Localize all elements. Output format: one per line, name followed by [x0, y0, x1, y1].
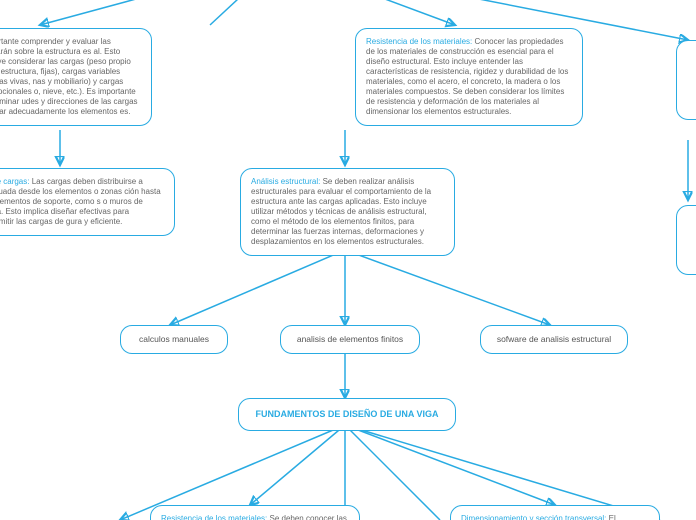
node-distribucion[interactable]: ón de cargas: Las cargas deben distribui…: [0, 168, 175, 236]
node-partial-right-2[interactable]: [676, 205, 696, 275]
node-resist2[interactable]: Resistencia de los materiales: Se deben …: [150, 505, 360, 520]
node-distribucion-lead: ón de cargas:: [0, 177, 29, 186]
node-software[interactable]: sofware de analisis estructural: [480, 325, 628, 354]
node-analisis-text: Se deben realizar análisis estructurales…: [251, 177, 431, 246]
node-manuales[interactable]: calculos manuales: [120, 325, 228, 354]
node-dimens[interactable]: Dimensionamiento y sección transversal: …: [450, 505, 660, 520]
node-resist2-lead: Resistencia de los materiales:: [161, 514, 267, 520]
node-software-text: sofware de analisis estructural: [497, 334, 611, 344]
node-analisis[interactable]: Análisis estructural: Se deben realizar …: [240, 168, 455, 256]
node-cargas-text: importante comprender y evaluar las actu…: [0, 37, 138, 116]
node-analisis-lead: Análisis estructural:: [251, 177, 320, 186]
node-center-title[interactable]: FUNDAMENTOS DE DISEÑO DE UNA VIGA: [238, 398, 456, 431]
node-partial-right-1[interactable]: [676, 40, 696, 120]
node-cargas[interactable]: importante comprender y evaluar las actu…: [0, 28, 152, 126]
node-dimens-lead: Dimensionamiento y sección transversal:: [461, 514, 606, 520]
node-manuales-text: calculos manuales: [139, 334, 209, 344]
node-resistencia-lead: Resistencia de los materiales:: [366, 37, 472, 46]
node-finitos[interactable]: analisis de elementos finitos: [280, 325, 420, 354]
mindmap-canvas: importante comprender y evaluar las actu…: [0, 0, 696, 520]
node-resistencia-text: Conocer las propiedades de los materiale…: [366, 37, 568, 116]
node-finitos-text: analisis de elementos finitos: [297, 334, 403, 344]
node-resistencia[interactable]: Resistencia de los materiales: Conocer l…: [355, 28, 583, 126]
center-title-text: FUNDAMENTOS DE DISEÑO DE UNA VIGA: [255, 409, 438, 419]
